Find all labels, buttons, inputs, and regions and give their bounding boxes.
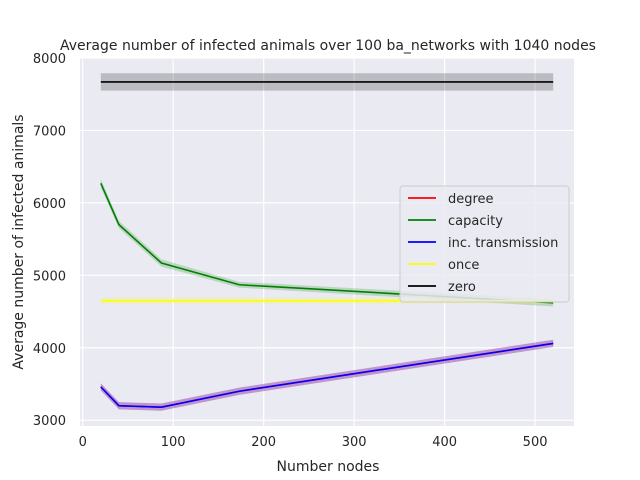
- x-tick-label: 200: [251, 435, 276, 450]
- y-tick-label: 8000: [33, 52, 66, 67]
- series-lines: [100, 81, 554, 408]
- x-tick-labels: 0 100 200 300 400 500: [79, 435, 548, 450]
- legend-label: capacity: [448, 214, 503, 229]
- band-inc-transmission: [100, 339, 554, 411]
- band-capacity: [100, 178, 554, 307]
- x-tick-label: 500: [523, 435, 548, 450]
- series-line-capacity: [100, 182, 554, 304]
- legend-label: zero: [448, 280, 476, 295]
- chart-title: Average number of infected animals over …: [60, 38, 596, 54]
- band-degree: [100, 339, 554, 411]
- x-axis-title: Number nodes: [277, 459, 380, 475]
- x-tick-label: 0: [79, 435, 87, 450]
- legend-label: once: [448, 258, 479, 273]
- y-tick-label: 7000: [33, 124, 66, 139]
- y-tick-labels: 3000 4000 5000 6000 7000 8000: [33, 52, 66, 429]
- x-tick-label: 100: [161, 435, 186, 450]
- legend-label: inc. transmission: [448, 236, 558, 251]
- legend: degree capacity inc. transmission once zero: [399, 185, 570, 303]
- legend-label: degree: [448, 192, 494, 207]
- y-axis-title: Average number of infected animals: [11, 114, 27, 369]
- legend-box: [399, 185, 570, 303]
- y-tick-label: 3000: [33, 414, 66, 429]
- series-line-inc-transmission: [100, 342, 554, 408]
- y-tick-label: 6000: [33, 197, 66, 212]
- y-tick-label: 5000: [33, 269, 66, 284]
- y-tick-label: 4000: [33, 342, 66, 357]
- x-tick-label: 400: [432, 435, 457, 450]
- x-tick-label: 300: [342, 435, 367, 450]
